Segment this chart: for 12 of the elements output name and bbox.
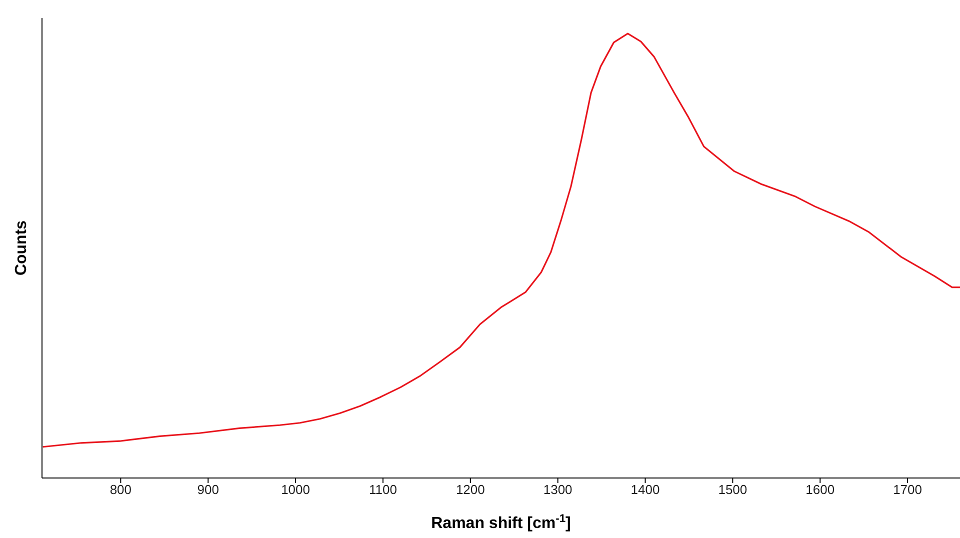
x-tick-label: 800 [110,482,132,498]
x-axis-title: Raman shift [cm$^{-1}$] [431,513,571,532]
x-tick-label: 1200 [456,482,485,498]
x-tick-label: 1500 [718,482,748,498]
x-tick-label: 1000 [281,482,310,498]
y-axis-title: Counts [13,220,30,276]
x-tick-label: 1300 [543,482,572,498]
x-tick-label: 1600 [806,482,835,498]
x-tick-label: 1700 [893,482,922,498]
x-tick-label: 1400 [630,482,660,498]
x-tick-label: 900 [197,482,219,498]
x-tick-label: 1100 [368,482,397,498]
